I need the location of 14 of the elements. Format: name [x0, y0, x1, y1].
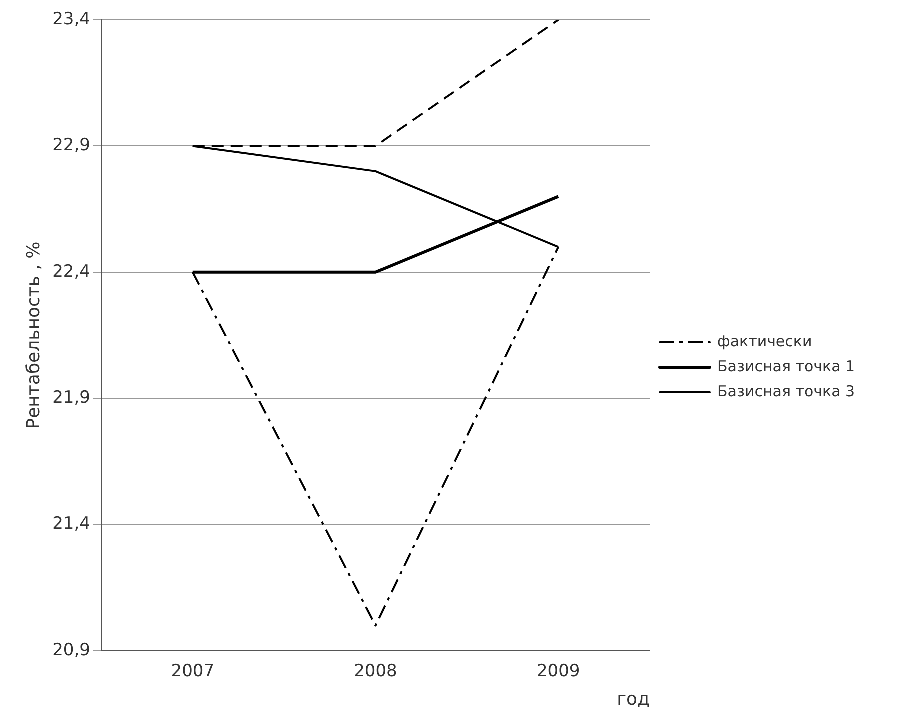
y-tick-label: 20,9 — [52, 640, 90, 660]
y-tick-label: 21,9 — [52, 388, 90, 408]
y-tick-label: 22,4 — [52, 262, 90, 282]
x-axis-title: год — [617, 688, 650, 710]
legend-label: Базисная точка 3 — [718, 382, 856, 400]
legend-label: фактически — [718, 332, 812, 350]
legend-label: Базисная точка 1 — [718, 357, 856, 376]
y-tick-label: 21,4 — [52, 514, 90, 534]
y-tick-label: 22,9 — [52, 136, 90, 156]
y-tick-label: 23,4 — [52, 9, 90, 30]
x-tick-label: 2008 — [354, 662, 398, 682]
y-axis-title: Рентабельность , % — [23, 242, 44, 430]
x-tick-label: 2007 — [171, 662, 215, 682]
x-tick-label: 2009 — [536, 662, 580, 682]
